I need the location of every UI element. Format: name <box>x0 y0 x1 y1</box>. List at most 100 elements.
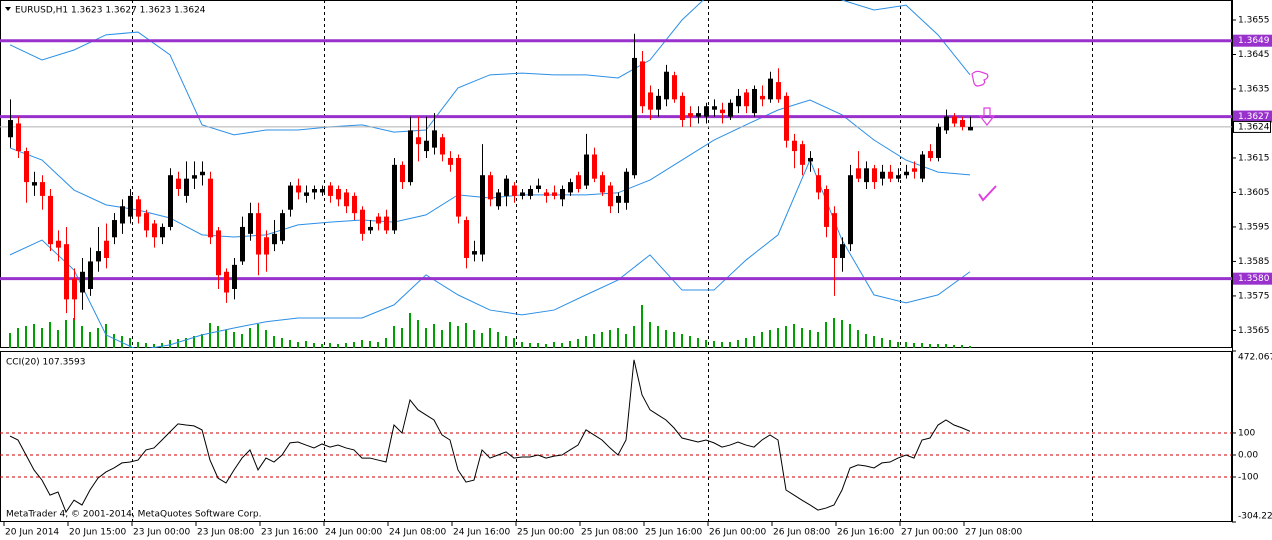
volume-bar <box>97 328 99 348</box>
candle-body <box>888 171 893 179</box>
y-tick-label: 1.3595 <box>1238 222 1270 232</box>
candle-body <box>816 175 821 193</box>
candle-body <box>512 185 517 196</box>
x-tick-label: 27 Jun 00:00 <box>901 528 958 538</box>
candle-body <box>32 182 37 186</box>
price-box <box>1233 110 1272 123</box>
candle-body <box>600 175 605 193</box>
volume-bar <box>489 328 491 348</box>
volume-bar <box>841 320 843 348</box>
candle-body <box>224 271 229 293</box>
candle-body <box>8 120 13 138</box>
candle-body <box>784 95 789 141</box>
volume-bar <box>249 328 251 348</box>
candles-layer <box>8 33 973 321</box>
footer: MetaTrader 4, © 2001-2014, MetaQuotes So… <box>6 510 262 520</box>
thumb-down-icon <box>971 70 989 87</box>
volume-bar <box>281 338 283 348</box>
volume-bar <box>169 340 171 348</box>
cci-panel-frame <box>0 351 1232 522</box>
volume-bar <box>785 326 787 348</box>
candle-body <box>336 189 341 200</box>
volume-bar <box>209 323 211 348</box>
candle-body <box>904 171 909 176</box>
volume-bar <box>185 338 187 348</box>
volume-bar <box>929 344 931 348</box>
candle-body <box>464 220 469 258</box>
candle-body <box>608 185 613 207</box>
volume-bar <box>545 344 547 348</box>
volume-bar <box>737 340 739 348</box>
volume-bar <box>521 342 523 348</box>
candle-body <box>648 92 653 110</box>
candle-body <box>912 168 917 172</box>
volume-bar <box>577 339 579 348</box>
volume-bar <box>145 343 147 348</box>
volume-bar <box>905 342 907 348</box>
candle-body <box>360 209 365 234</box>
y-tick-label: 1.3565 <box>1238 326 1270 336</box>
candle-body <box>944 116 949 131</box>
candle-body <box>760 95 765 100</box>
candle-body <box>680 95 685 121</box>
volume-bar <box>897 342 899 348</box>
volume-bar <box>769 330 771 348</box>
candle-body <box>704 106 709 117</box>
volume-bar <box>857 330 859 348</box>
candle-body <box>288 185 293 210</box>
candle-body <box>920 154 925 179</box>
candle-body <box>320 189 325 193</box>
volume-bar <box>345 343 347 348</box>
volume-bar <box>617 328 619 348</box>
candle-body <box>304 192 309 196</box>
volume-bar <box>353 342 355 348</box>
volume-bar <box>177 339 179 348</box>
volume-bar <box>25 326 27 348</box>
candle-body <box>544 192 549 196</box>
volume-bar <box>137 342 139 348</box>
candle-body <box>408 130 413 183</box>
y-tick-label: 1.3645 <box>1238 50 1270 60</box>
volume-layer <box>9 305 971 348</box>
candle-body <box>216 230 221 276</box>
volume-bar <box>801 328 803 348</box>
volume-bar <box>105 324 107 348</box>
candle-body <box>792 140 797 152</box>
day-separators <box>132 0 1093 522</box>
volume-bar <box>601 332 603 348</box>
volume-bar <box>729 342 731 348</box>
chart-title: EURUSD,H1 1.3623 1.3627 1.3623 1.3624 <box>15 6 206 16</box>
candle-body <box>160 226 165 238</box>
x-tick-label: 23 Jun 00:00 <box>133 528 190 538</box>
candle-body <box>768 78 773 100</box>
price-box-label: 1.3649 <box>1238 36 1270 46</box>
volume-bar <box>433 324 435 348</box>
candle-body <box>800 144 805 165</box>
volume-bar <box>609 330 611 348</box>
candle-body <box>344 192 349 207</box>
candle-body <box>808 157 813 162</box>
candle-body <box>928 151 933 158</box>
volume-bar <box>825 322 827 348</box>
candle-body <box>112 220 117 238</box>
volume-bar <box>497 332 499 348</box>
volume-bar <box>217 326 219 348</box>
current-price-label: 1.3624 <box>1238 122 1270 132</box>
cci-line <box>9 359 971 514</box>
volume-bar <box>385 338 387 348</box>
cci-y-tick-label: 472.0675 <box>1238 353 1272 363</box>
volume-bar <box>153 344 155 348</box>
candle-body <box>504 178 509 196</box>
main-panel-frame <box>0 0 1232 348</box>
x-tick-label: 20 Jun 2014 <box>5 528 59 538</box>
volume-bar <box>377 342 379 348</box>
candle-body <box>880 171 885 179</box>
candle-body <box>248 213 253 234</box>
x-tick-label: 25 Jun 16:00 <box>645 528 702 538</box>
candle-body <box>528 189 533 196</box>
volume-bar <box>649 322 651 348</box>
candle-body <box>88 261 93 290</box>
x-tick-label: 23 Jun 08:00 <box>197 528 254 538</box>
volume-bar <box>761 332 763 348</box>
